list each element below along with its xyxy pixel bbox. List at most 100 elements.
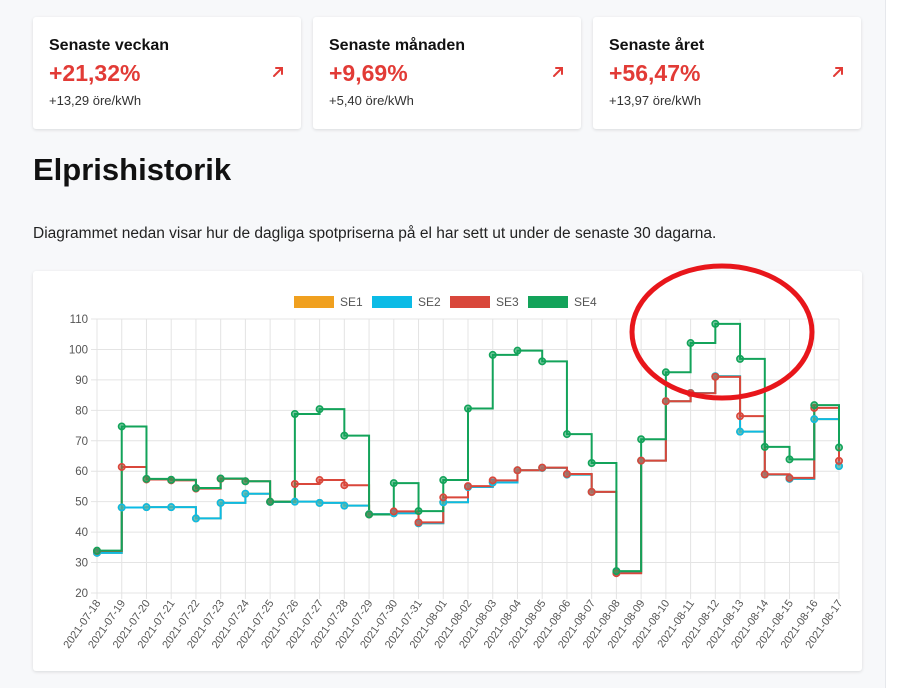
data-point-se4[interactable] xyxy=(488,350,497,359)
card-value: +56,47% xyxy=(609,60,701,86)
legend-item-se3[interactable]: SE3 xyxy=(450,295,519,309)
section-title: Elprishistorik xyxy=(33,152,232,187)
page-gutter xyxy=(885,0,900,688)
y-tick-label: 90 xyxy=(75,375,88,387)
data-point-se3[interactable] xyxy=(389,507,398,516)
data-point-se2[interactable] xyxy=(736,427,745,436)
data-point-se2[interactable] xyxy=(290,497,299,506)
y-tick-label: 40 xyxy=(75,527,88,539)
data-point-se4[interactable] xyxy=(810,401,819,410)
data-point-se3[interactable] xyxy=(736,412,745,421)
data-point-se3[interactable] xyxy=(562,469,571,478)
stat-card-year: Senaste året +56,47% +13,97 öre/kWh xyxy=(593,17,861,129)
legend-swatch xyxy=(294,296,334,308)
y-tick-label: 80 xyxy=(75,405,88,417)
data-point-se4[interactable] xyxy=(389,479,398,488)
card-title: Senaste månaden xyxy=(329,37,466,54)
data-point-se4[interactable] xyxy=(290,409,299,418)
data-point-se3[interactable] xyxy=(785,473,794,482)
data-point-se2[interactable] xyxy=(142,503,151,512)
y-axis-ticks: 20 30 40 50 60 70 80 90 100 110 xyxy=(69,314,88,600)
data-point-se3[interactable] xyxy=(686,389,695,398)
data-point-se3[interactable] xyxy=(760,470,769,479)
data-point-se3[interactable] xyxy=(711,372,720,381)
data-point-se4[interactable] xyxy=(414,507,423,516)
data-point-se2[interactable] xyxy=(241,489,250,498)
card-title: Senaste året xyxy=(609,37,705,54)
data-point-se4[interactable] xyxy=(216,474,225,483)
y-tick-label: 110 xyxy=(70,314,88,326)
data-point-se4[interactable] xyxy=(834,443,843,452)
data-point-se4[interactable] xyxy=(117,422,126,431)
data-point-se4[interactable] xyxy=(142,474,151,483)
data-point-se4[interactable] xyxy=(513,346,522,355)
data-point-se3[interactable] xyxy=(661,397,670,406)
section-description: Diagrammet nedan visar hur de dagliga sp… xyxy=(33,225,717,242)
y-tick-label: 20 xyxy=(75,588,88,600)
data-point-se4[interactable] xyxy=(612,567,621,576)
data-point-se4[interactable] xyxy=(191,483,200,492)
data-point-se4[interactable] xyxy=(637,435,646,444)
data-point-se3[interactable] xyxy=(834,456,843,465)
data-point-se3[interactable] xyxy=(439,493,448,502)
data-point-se4[interactable] xyxy=(661,368,670,377)
data-point-se3[interactable] xyxy=(488,476,497,485)
data-point-se4[interactable] xyxy=(736,354,745,363)
data-point-se2[interactable] xyxy=(191,514,200,523)
data-point-se3[interactable] xyxy=(290,480,299,489)
data-point-se2[interactable] xyxy=(216,498,225,507)
data-point-se4[interactable] xyxy=(562,430,571,439)
chart-points xyxy=(92,319,843,578)
data-point-se3[interactable] xyxy=(463,482,472,491)
data-point-se4[interactable] xyxy=(785,455,794,464)
data-point-se4[interactable] xyxy=(167,475,176,484)
card-value: +21,32% xyxy=(49,60,141,86)
data-point-se4[interactable] xyxy=(266,497,275,506)
card-title: Senaste veckan xyxy=(49,37,170,54)
data-point-se4[interactable] xyxy=(439,476,448,485)
data-point-se4[interactable] xyxy=(365,510,374,519)
data-point-se4[interactable] xyxy=(711,319,720,328)
legend-item-se2[interactable]: SE2 xyxy=(372,295,441,309)
y-tick-label: 60 xyxy=(75,466,88,478)
y-tick-label: 50 xyxy=(75,497,88,509)
card-subvalue: +13,29 öre/kWh xyxy=(49,93,142,108)
card-subvalue: +13,97 öre/kWh xyxy=(609,93,702,108)
y-tick-label: 70 xyxy=(75,436,88,448)
data-point-se3[interactable] xyxy=(315,476,324,485)
legend-swatch xyxy=(450,296,490,308)
data-point-se2[interactable] xyxy=(810,415,819,424)
data-point-se4[interactable] xyxy=(538,357,547,366)
data-point-se3[interactable] xyxy=(637,456,646,465)
data-point-se3[interactable] xyxy=(587,487,596,496)
y-tick-label: 30 xyxy=(75,558,88,570)
legend-item-se4[interactable]: SE4 xyxy=(528,295,597,309)
data-point-se4[interactable] xyxy=(463,404,472,413)
data-point-se4[interactable] xyxy=(760,442,769,451)
data-point-se4[interactable] xyxy=(340,431,349,440)
data-point-se2[interactable] xyxy=(340,501,349,510)
arrow-up-right-icon xyxy=(273,67,283,77)
data-point-se2[interactable] xyxy=(315,498,324,507)
chart-grid xyxy=(91,318,840,599)
data-point-se4[interactable] xyxy=(241,477,250,486)
data-point-se3[interactable] xyxy=(538,463,547,472)
data-point-se2[interactable] xyxy=(167,503,176,512)
data-point-se4[interactable] xyxy=(686,339,695,348)
chart-legend: SE1 SE2 SE3 SE4 xyxy=(294,295,597,309)
data-point-se3[interactable] xyxy=(513,466,522,475)
data-point-se2[interactable] xyxy=(117,503,126,512)
legend-swatch xyxy=(372,296,412,308)
data-point-se3[interactable] xyxy=(117,462,126,471)
legend-label: SE4 xyxy=(574,295,597,309)
stat-card-month: Senaste månaden +9,69% +5,40 öre/kWh xyxy=(313,17,581,129)
chart-card: 20 30 40 50 60 70 80 90 100 110 2021-07-18 2021-07… xyxy=(33,271,862,671)
legend-item-se1[interactable]: SE1 xyxy=(294,295,363,309)
data-point-se4[interactable] xyxy=(315,405,324,414)
legend-label: SE1 xyxy=(340,295,363,309)
data-point-se3[interactable] xyxy=(414,518,423,527)
data-point-se3[interactable] xyxy=(340,481,349,490)
data-point-se4[interactable] xyxy=(92,546,101,555)
data-point-se4[interactable] xyxy=(587,459,596,468)
